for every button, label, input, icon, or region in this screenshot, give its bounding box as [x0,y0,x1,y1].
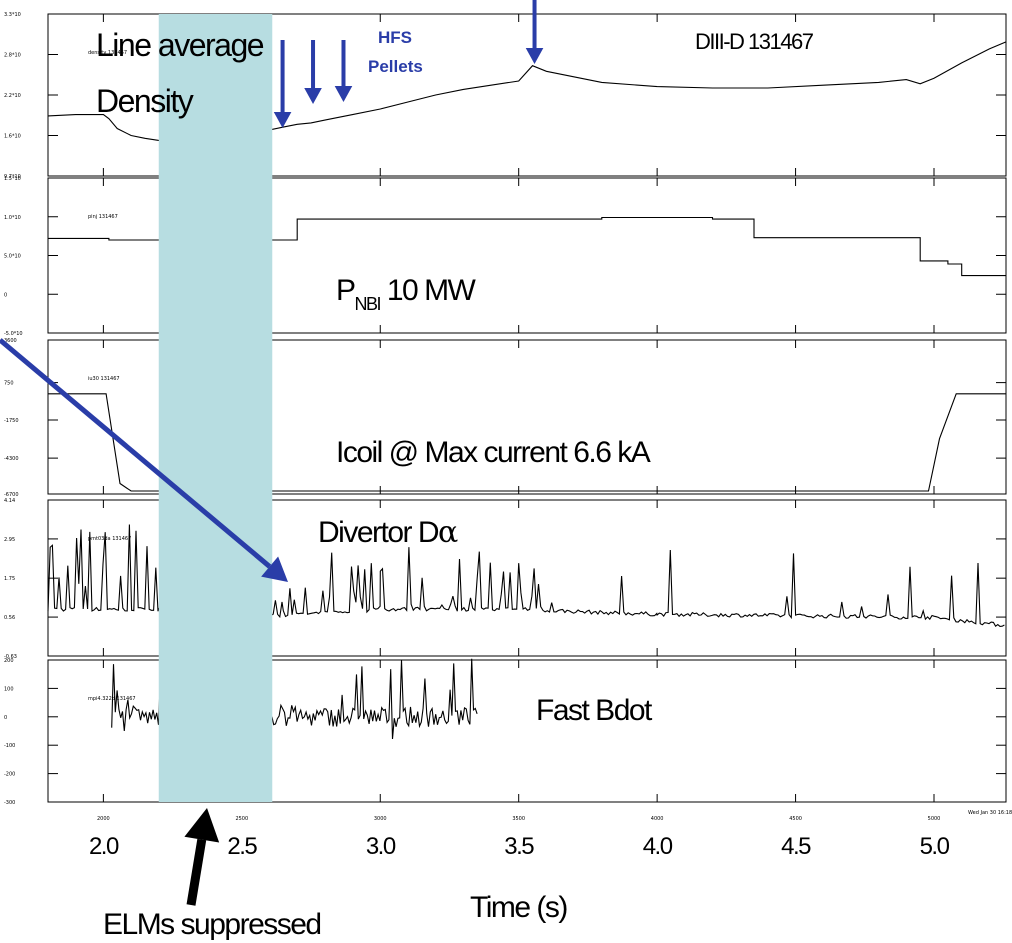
signal-label: mpi4.322d 131467 [88,696,136,702]
y-tick-label: -4300 [4,456,19,462]
x-small-tick-label: 2500 [235,816,248,822]
density-label-line1: Line average [96,27,264,63]
y-tick-label: 5.0*10 [4,254,21,260]
x-small-tick-label: 3000 [374,816,387,822]
panel-bdot: -300 -200 -100 0 100 200 mpi4.322d 131467 [4,658,1007,806]
x-small-tick-label: 4000 [651,816,664,822]
dalpha-label: Divertor Dα [318,515,458,550]
signal-label: pmt03da 131467 [88,536,131,542]
x-tick-label: 3.5 [504,833,534,860]
panel-icoil: -6700 -4300 -1750 750 3600 iu30 131467 [4,338,1007,498]
y-tick-label: 4.14 [4,498,15,504]
arrow-shaft [186,838,207,906]
pellet-arrow [304,40,322,104]
arrow-head [334,86,353,102]
pnbi-label: PNBI 10 MW [336,274,477,314]
x-small-tick-label: 2000 [97,816,110,822]
arrow-head [273,112,292,128]
y-tick-label: -300 [4,800,15,806]
x-small-tick-label: 3500 [512,816,525,822]
y-tick-label: 2.95 [4,537,15,543]
x-tick-label: 2.5 [227,833,257,860]
y-tick-label: 3.3*10 [4,12,21,18]
x-tick-label: 4.5 [781,833,811,860]
signal-label: pinj 131467 [88,214,118,220]
x-small-tick-label: 4500 [789,816,802,822]
arrow-head [525,48,544,64]
y-tick-label: 1.0*10 [4,215,21,221]
y-tick-label: 200 [4,658,14,664]
signal-label: iu30 131467 [88,376,120,382]
x-axis: 2000 2.0 2500 2.5 3000 3.0 3500 3.5 4000 4.0 4500 4… [89,810,1012,860]
panel-density: 9.7*10 1.6*10 2.2*10 2.8*10 3.3*10 density 13… [4,12,1007,180]
density-label-line2: Density [96,83,194,119]
diagonal-arrow [0,338,288,582]
panel-pinj: -5.0*10 0 5.0*10 1.0*10 1.5*10 pinj 131467 [4,176,1007,337]
timestamp: Wed Jan 30 16:18:47 2008 [968,810,1012,816]
x-tick-label: 2.0 [89,833,119,860]
y-tick-label: 0.56 [4,615,15,621]
arrow-shaft [0,338,272,569]
x-tick-label: 3.0 [366,833,396,860]
y-tick-label: 0 [4,715,7,721]
x-tick-label: 5.0 [920,833,950,860]
panels-layer: 9.7*10 1.6*10 2.2*10 2.8*10 3.3*10 density 13… [4,12,1007,806]
y-tick-label: -200 [4,772,15,778]
y-tick-label: 2.2*10 [4,93,21,99]
y-tick-label: -0.63 [4,654,17,660]
y-tick-label: 1.6*10 [4,134,21,140]
arrow-head [261,556,288,582]
trace-pinj [48,216,1006,277]
elm-suppressed-label: ELMs suppressed [103,908,321,941]
pnbi-label-rest: 10 MW [380,274,477,307]
elm-arrow [184,808,220,906]
y-tick-label: 1.75 [4,576,15,582]
y-tick-label: 1.5*10 [4,176,21,182]
y-tick-label: 3600 [4,338,17,344]
pellets-label: Pellets [368,57,423,76]
hfs-label: HFS [378,28,412,47]
x-axis-title: Time (s) [470,891,567,924]
pellet-arrow [334,40,353,102]
y-tick-label: -100 [4,743,15,749]
x-tick-label: 4.0 [643,833,673,860]
y-tick-label: 9.7*10 [4,174,21,180]
elm-suppressed-band [158,14,273,802]
pnbi-label-sub: NBI [355,294,381,314]
panel-frame [47,659,1007,803]
bdot-label: Fast Bdot [536,694,653,727]
y-tick-label: 100 [4,686,14,692]
y-tick-label: -6700 [4,492,19,498]
y-tick-label: -1750 [4,418,19,424]
y-tick-label: 2.8*10 [4,53,21,59]
arrow-head [304,88,322,104]
x-small-tick-label: 5000 [928,816,941,822]
arrow-head [184,808,220,843]
y-tick-label: 750 [4,381,14,387]
arrows-layer [0,0,544,906]
y-tick-label: -5.0*10 [4,331,23,337]
trace-icoil [48,393,1006,492]
panel-dalpha: -0.63 0.56 1.75 2.95 4.14 pmt03da 131467 [4,498,1007,660]
y-tick-label: 0 [4,292,7,298]
panel-frame [47,339,1007,495]
shot-title: DIII-D 131467 [695,29,814,54]
dalpha-label-greek: α [438,515,458,550]
pnbi-label-main: P [336,274,355,307]
signal-label: density 131467 [88,50,127,56]
pellet-arrow [525,0,544,64]
pellet-arrow [273,40,292,128]
dalpha-label-main: Divertor D [318,516,439,549]
icoil-label: Icoil @ Max current 6.6 kA [336,436,651,469]
trace-density [47,41,1007,143]
